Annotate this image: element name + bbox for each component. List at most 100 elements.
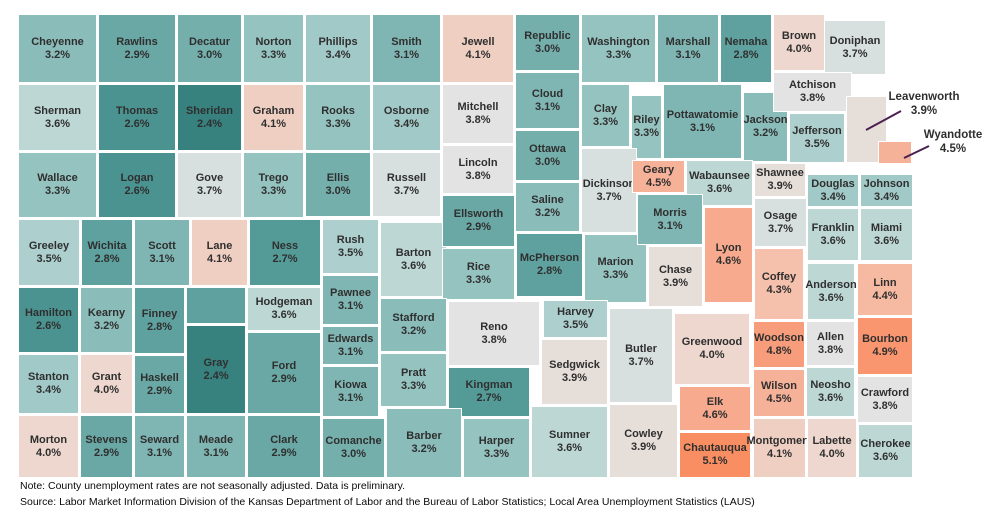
county-coffey[interactable]: Coffey 4.3% xyxy=(754,248,804,320)
county-sheridan[interactable]: Sheridan 2.4% xyxy=(177,84,242,151)
county-stanton[interactable]: Stanton 3.4% xyxy=(18,354,79,414)
county-kearny[interactable]: Kearny 3.2% xyxy=(80,287,133,353)
county-woodson[interactable]: Woodson 4.8% xyxy=(753,321,805,368)
county-kiowa[interactable]: Kiowa 3.1% xyxy=(322,366,379,417)
county-mcpherson[interactable]: McPherson 2.8% xyxy=(516,233,583,297)
county-marshall[interactable]: Marshall 3.1% xyxy=(657,14,719,83)
county-lyon[interactable]: Lyon 4.6% xyxy=(704,207,753,303)
county-graham[interactable]: Graham 4.1% xyxy=(243,84,304,151)
county-rooks[interactable]: Rooks 3.3% xyxy=(305,84,371,151)
county-jewell[interactable]: Jewell 4.1% xyxy=(442,14,514,83)
county-linn[interactable]: Linn 4.4% xyxy=(857,263,913,316)
county-miami[interactable]: Miami 3.6% xyxy=(860,208,913,261)
county-rice[interactable]: Rice 3.3% xyxy=(442,248,515,300)
county-wabaunsee[interactable]: Wabaunsee 3.6% xyxy=(686,160,753,206)
county-dickinson[interactable]: Dickinson 3.7% xyxy=(581,148,637,233)
county-pratt[interactable]: Pratt 3.3% xyxy=(380,353,447,407)
county-stafford[interactable]: Stafford 3.2% xyxy=(380,298,447,352)
county-russell[interactable]: Russell 3.7% xyxy=(372,152,441,217)
county-washington[interactable]: Washington 3.3% xyxy=(581,14,656,83)
county-rawlins[interactable]: Rawlins 2.9% xyxy=(98,14,176,83)
county-neosho[interactable]: Neosho 3.6% xyxy=(806,367,855,417)
county-nemaha[interactable]: Nemaha 2.8% xyxy=(720,14,772,83)
county-sedgwick[interactable]: Sedgwick 3.9% xyxy=(541,339,608,405)
county-finney[interactable]: Finney 2.8% xyxy=(134,287,185,354)
county-cloud[interactable]: Cloud 3.1% xyxy=(515,72,580,129)
county-gray[interactable]: Gray 2.4% xyxy=(186,325,246,414)
county-barton[interactable]: Barton 3.6% xyxy=(380,222,447,297)
county-shawnee[interactable]: Shawnee 3.9% xyxy=(754,163,806,197)
county-finney-extension[interactable] xyxy=(186,287,246,324)
county-norton[interactable]: Norton 3.3% xyxy=(243,14,304,83)
county-harvey[interactable]: Harvey 3.5% xyxy=(543,300,608,338)
county-lincoln[interactable]: Lincoln 3.8% xyxy=(442,145,514,194)
county-barber[interactable]: Barber 3.2% xyxy=(386,408,462,478)
county-cowley[interactable]: Cowley 3.9% xyxy=(609,404,678,478)
county-hodgeman[interactable]: Hodgeman 3.6% xyxy=(247,287,321,331)
county-osborne[interactable]: Osborne 3.4% xyxy=(372,84,441,151)
county-pawnee[interactable]: Pawnee 3.1% xyxy=(322,275,379,325)
county-clay[interactable]: Clay 3.3% xyxy=(581,84,630,147)
county-edwards[interactable]: Edwards 3.1% xyxy=(322,326,379,365)
county-gove[interactable]: Gove 3.7% xyxy=(177,152,242,218)
county-chase[interactable]: Chase 3.9% xyxy=(648,246,703,307)
county-elk[interactable]: Elk 4.6% xyxy=(679,386,751,431)
county-greeley[interactable]: Greeley 3.5% xyxy=(18,219,80,286)
county-ness[interactable]: Ness 2.7% xyxy=(249,219,321,286)
county-pottawatomie[interactable]: Pottawatomie 3.1% xyxy=(663,84,742,159)
county-reno[interactable]: Reno 3.8% xyxy=(448,301,540,366)
county-wallace[interactable]: Wallace 3.3% xyxy=(18,152,97,218)
county-decatur[interactable]: Decatur 3.0% xyxy=(177,14,242,83)
county-labette[interactable]: Labette 4.0% xyxy=(807,418,857,478)
county-morris[interactable]: Morris 3.1% xyxy=(637,194,703,245)
county-grant[interactable]: Grant 4.0% xyxy=(80,354,133,414)
county-comanche[interactable]: Comanche 3.0% xyxy=(322,418,385,478)
county-scott[interactable]: Scott 3.1% xyxy=(134,219,190,286)
county-doniphan[interactable]: Doniphan 3.7% xyxy=(824,20,886,75)
county-allen[interactable]: Allen 3.8% xyxy=(806,321,855,366)
county-brown[interactable]: Brown 4.0% xyxy=(773,14,825,71)
county-trego[interactable]: Trego 3.3% xyxy=(243,152,304,218)
county-morton[interactable]: Morton 4.0% xyxy=(18,415,79,478)
county-geary[interactable]: Geary 4.5% xyxy=(632,160,685,193)
county-republic[interactable]: Republic 3.0% xyxy=(515,14,580,71)
county-franklin[interactable]: Franklin 3.6% xyxy=(807,208,859,261)
county-clark[interactable]: Clark 2.9% xyxy=(247,415,321,478)
county-wichita[interactable]: Wichita 2.8% xyxy=(81,219,133,286)
county-ellis[interactable]: Ellis 3.0% xyxy=(305,152,371,217)
county-wyandotte[interactable] xyxy=(878,141,912,164)
county-crawford[interactable]: Crawford 3.8% xyxy=(857,376,913,423)
county-lane[interactable]: Lane 4.1% xyxy=(191,219,248,286)
county-marion[interactable]: Marion 3.3% xyxy=(584,234,647,303)
county-butler[interactable]: Butler 3.7% xyxy=(609,308,673,403)
county-ford[interactable]: Ford 2.9% xyxy=(247,332,321,414)
county-cherokee[interactable]: Cherokee 3.6% xyxy=(858,424,913,478)
county-douglas[interactable]: Douglas 3.4% xyxy=(807,174,859,207)
county-seward[interactable]: Seward 3.1% xyxy=(134,415,185,478)
county-sumner[interactable]: Sumner 3.6% xyxy=(531,406,608,478)
county-rush[interactable]: Rush 3.5% xyxy=(322,219,379,274)
county-harper[interactable]: Harper 3.3% xyxy=(463,418,530,478)
county-ottawa[interactable]: Ottawa 3.0% xyxy=(515,130,580,181)
county-johnson[interactable]: Johnson 3.4% xyxy=(860,174,913,207)
county-saline[interactable]: Saline 3.2% xyxy=(515,182,580,232)
county-phillips[interactable]: Phillips 3.4% xyxy=(305,14,371,83)
county-thomas[interactable]: Thomas 2.6% xyxy=(98,84,176,151)
county-greenwood[interactable]: Greenwood 4.0% xyxy=(674,313,750,385)
county-chautauqua[interactable]: Chautauqua 5.1% xyxy=(679,432,751,478)
county-mitchell[interactable]: Mitchell 3.8% xyxy=(442,84,514,144)
county-wilson[interactable]: Wilson 4.5% xyxy=(753,369,805,417)
county-cheyenne[interactable]: Cheyenne 3.2% xyxy=(18,14,97,83)
county-jefferson[interactable]: Jefferson 3.5% xyxy=(789,113,845,163)
county-sherman[interactable]: Sherman 3.6% xyxy=(18,84,97,151)
county-bourbon[interactable]: Bourbon 4.9% xyxy=(857,317,913,375)
county-logan[interactable]: Logan 2.6% xyxy=(98,152,176,218)
county-atchison[interactable]: Atchison 3.8% xyxy=(773,72,852,112)
county-stevens[interactable]: Stevens 2.9% xyxy=(80,415,133,478)
county-montgomery[interactable]: Montgomery 4.1% xyxy=(747,418,813,478)
county-ellsworth[interactable]: Ellsworth 2.9% xyxy=(442,195,515,247)
county-anderson[interactable]: Anderson 3.6% xyxy=(805,263,857,320)
county-haskell[interactable]: Haskell 2.9% xyxy=(134,355,185,414)
county-meade[interactable]: Meade 3.1% xyxy=(186,415,246,478)
county-hamilton[interactable]: Hamilton 2.6% xyxy=(18,287,79,353)
